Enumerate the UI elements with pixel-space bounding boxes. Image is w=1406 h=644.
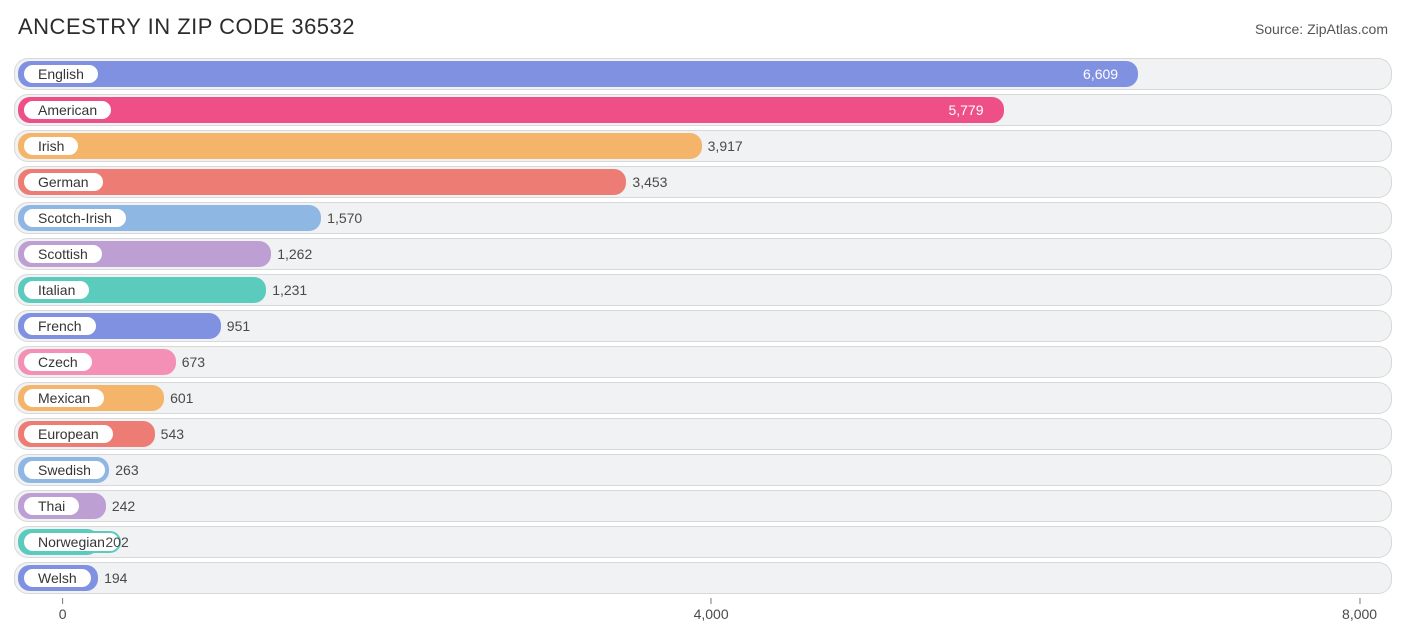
bar-label-pill: Welsh xyxy=(22,567,93,589)
bar-value: 3,453 xyxy=(622,166,667,198)
chart-title: ANCESTRY IN ZIP CODE 36532 xyxy=(18,14,355,40)
bar-label-pill: European xyxy=(22,423,115,445)
bar-value: 202 xyxy=(95,526,128,558)
bar-row: Mexican 601 xyxy=(14,382,1392,414)
bar-row: Welsh194 xyxy=(14,562,1392,594)
bar-row: Norwegian202 xyxy=(14,526,1392,558)
bar-label-pill: Irish xyxy=(22,135,80,157)
bar-row: English 6,609 xyxy=(14,58,1392,90)
bar-track xyxy=(14,346,1392,378)
bar-row: French 951 xyxy=(14,310,1392,342)
bar-label-pill: Italian xyxy=(22,279,91,301)
bar-row: Irish 3,917 xyxy=(14,130,1392,162)
bar-value: 242 xyxy=(102,490,135,522)
bar-track xyxy=(14,418,1392,450)
bar-fill xyxy=(18,97,1004,123)
bar-fill xyxy=(18,169,626,195)
bar-track xyxy=(14,562,1392,594)
bar-track xyxy=(14,526,1392,558)
bar-row: German 3,453 xyxy=(14,166,1392,198)
tick-label: 8,000 xyxy=(1342,606,1377,622)
bar-value: 1,570 xyxy=(317,202,362,234)
bar-row: Scotch-Irish 1,570 xyxy=(14,202,1392,234)
bar-label-pill: Czech xyxy=(22,351,94,373)
bar-fill xyxy=(18,61,1138,87)
bar-value: 194 xyxy=(94,562,127,594)
bar-value: 3,917 xyxy=(698,130,743,162)
bar-value: 263 xyxy=(105,454,138,486)
bar-row: Czech 673 xyxy=(14,346,1392,378)
tick-mark xyxy=(711,598,712,604)
bar-row: Scottish 1,262 xyxy=(14,238,1392,270)
bar-row: European 543 xyxy=(14,418,1392,450)
tick-mark xyxy=(1359,598,1360,604)
bar-value: 543 xyxy=(151,418,184,450)
bar-value: 1,231 xyxy=(262,274,307,306)
axis-tick: 0 xyxy=(59,598,67,622)
bar-value: 673 xyxy=(172,346,205,378)
bar-value: 6,609 xyxy=(1083,58,1134,90)
bar-label-pill: Thai xyxy=(22,495,81,517)
bar-label-pill: Scotch-Irish xyxy=(22,207,128,229)
bar-row: Italian 1,231 xyxy=(14,274,1392,306)
bar-label-pill: English xyxy=(22,63,100,85)
bar-value: 601 xyxy=(160,382,193,414)
bar-track xyxy=(14,454,1392,486)
bar-track xyxy=(14,382,1392,414)
tick-label: 4,000 xyxy=(694,606,729,622)
bar-value: 951 xyxy=(217,310,250,342)
bar-row: Swedish263 xyxy=(14,454,1392,486)
axis-tick: 4,000 xyxy=(694,598,729,622)
bar-value: 5,779 xyxy=(948,94,999,126)
tick-mark xyxy=(62,598,63,604)
bar-value: 1,262 xyxy=(267,238,312,270)
ancestry-chart: ANCESTRY IN ZIP CODE 36532 Source: ZipAt… xyxy=(14,14,1392,630)
chart-header: ANCESTRY IN ZIP CODE 36532 Source: ZipAt… xyxy=(14,14,1392,40)
chart-source: Source: ZipAtlas.com xyxy=(1255,21,1388,37)
bar-label-pill: French xyxy=(22,315,98,337)
bar-track xyxy=(14,490,1392,522)
bar-row: American 5,779 xyxy=(14,94,1392,126)
bar-label-pill: Scottish xyxy=(22,243,104,265)
bar-label-pill: American xyxy=(22,99,113,121)
bar-label-pill: Swedish xyxy=(22,459,107,481)
tick-label: 0 xyxy=(59,606,67,622)
chart-plot: English 6,609 American 5,779 Irish 3,917 Germa… xyxy=(14,58,1392,594)
x-axis: 0 4,000 8,000 xyxy=(14,598,1392,626)
bar-label-pill: Mexican xyxy=(22,387,106,409)
bar-row: Thai 242 xyxy=(14,490,1392,522)
bar-fill xyxy=(18,133,702,159)
bar-label-pill: German xyxy=(22,171,105,193)
axis-tick: 8,000 xyxy=(1342,598,1377,622)
